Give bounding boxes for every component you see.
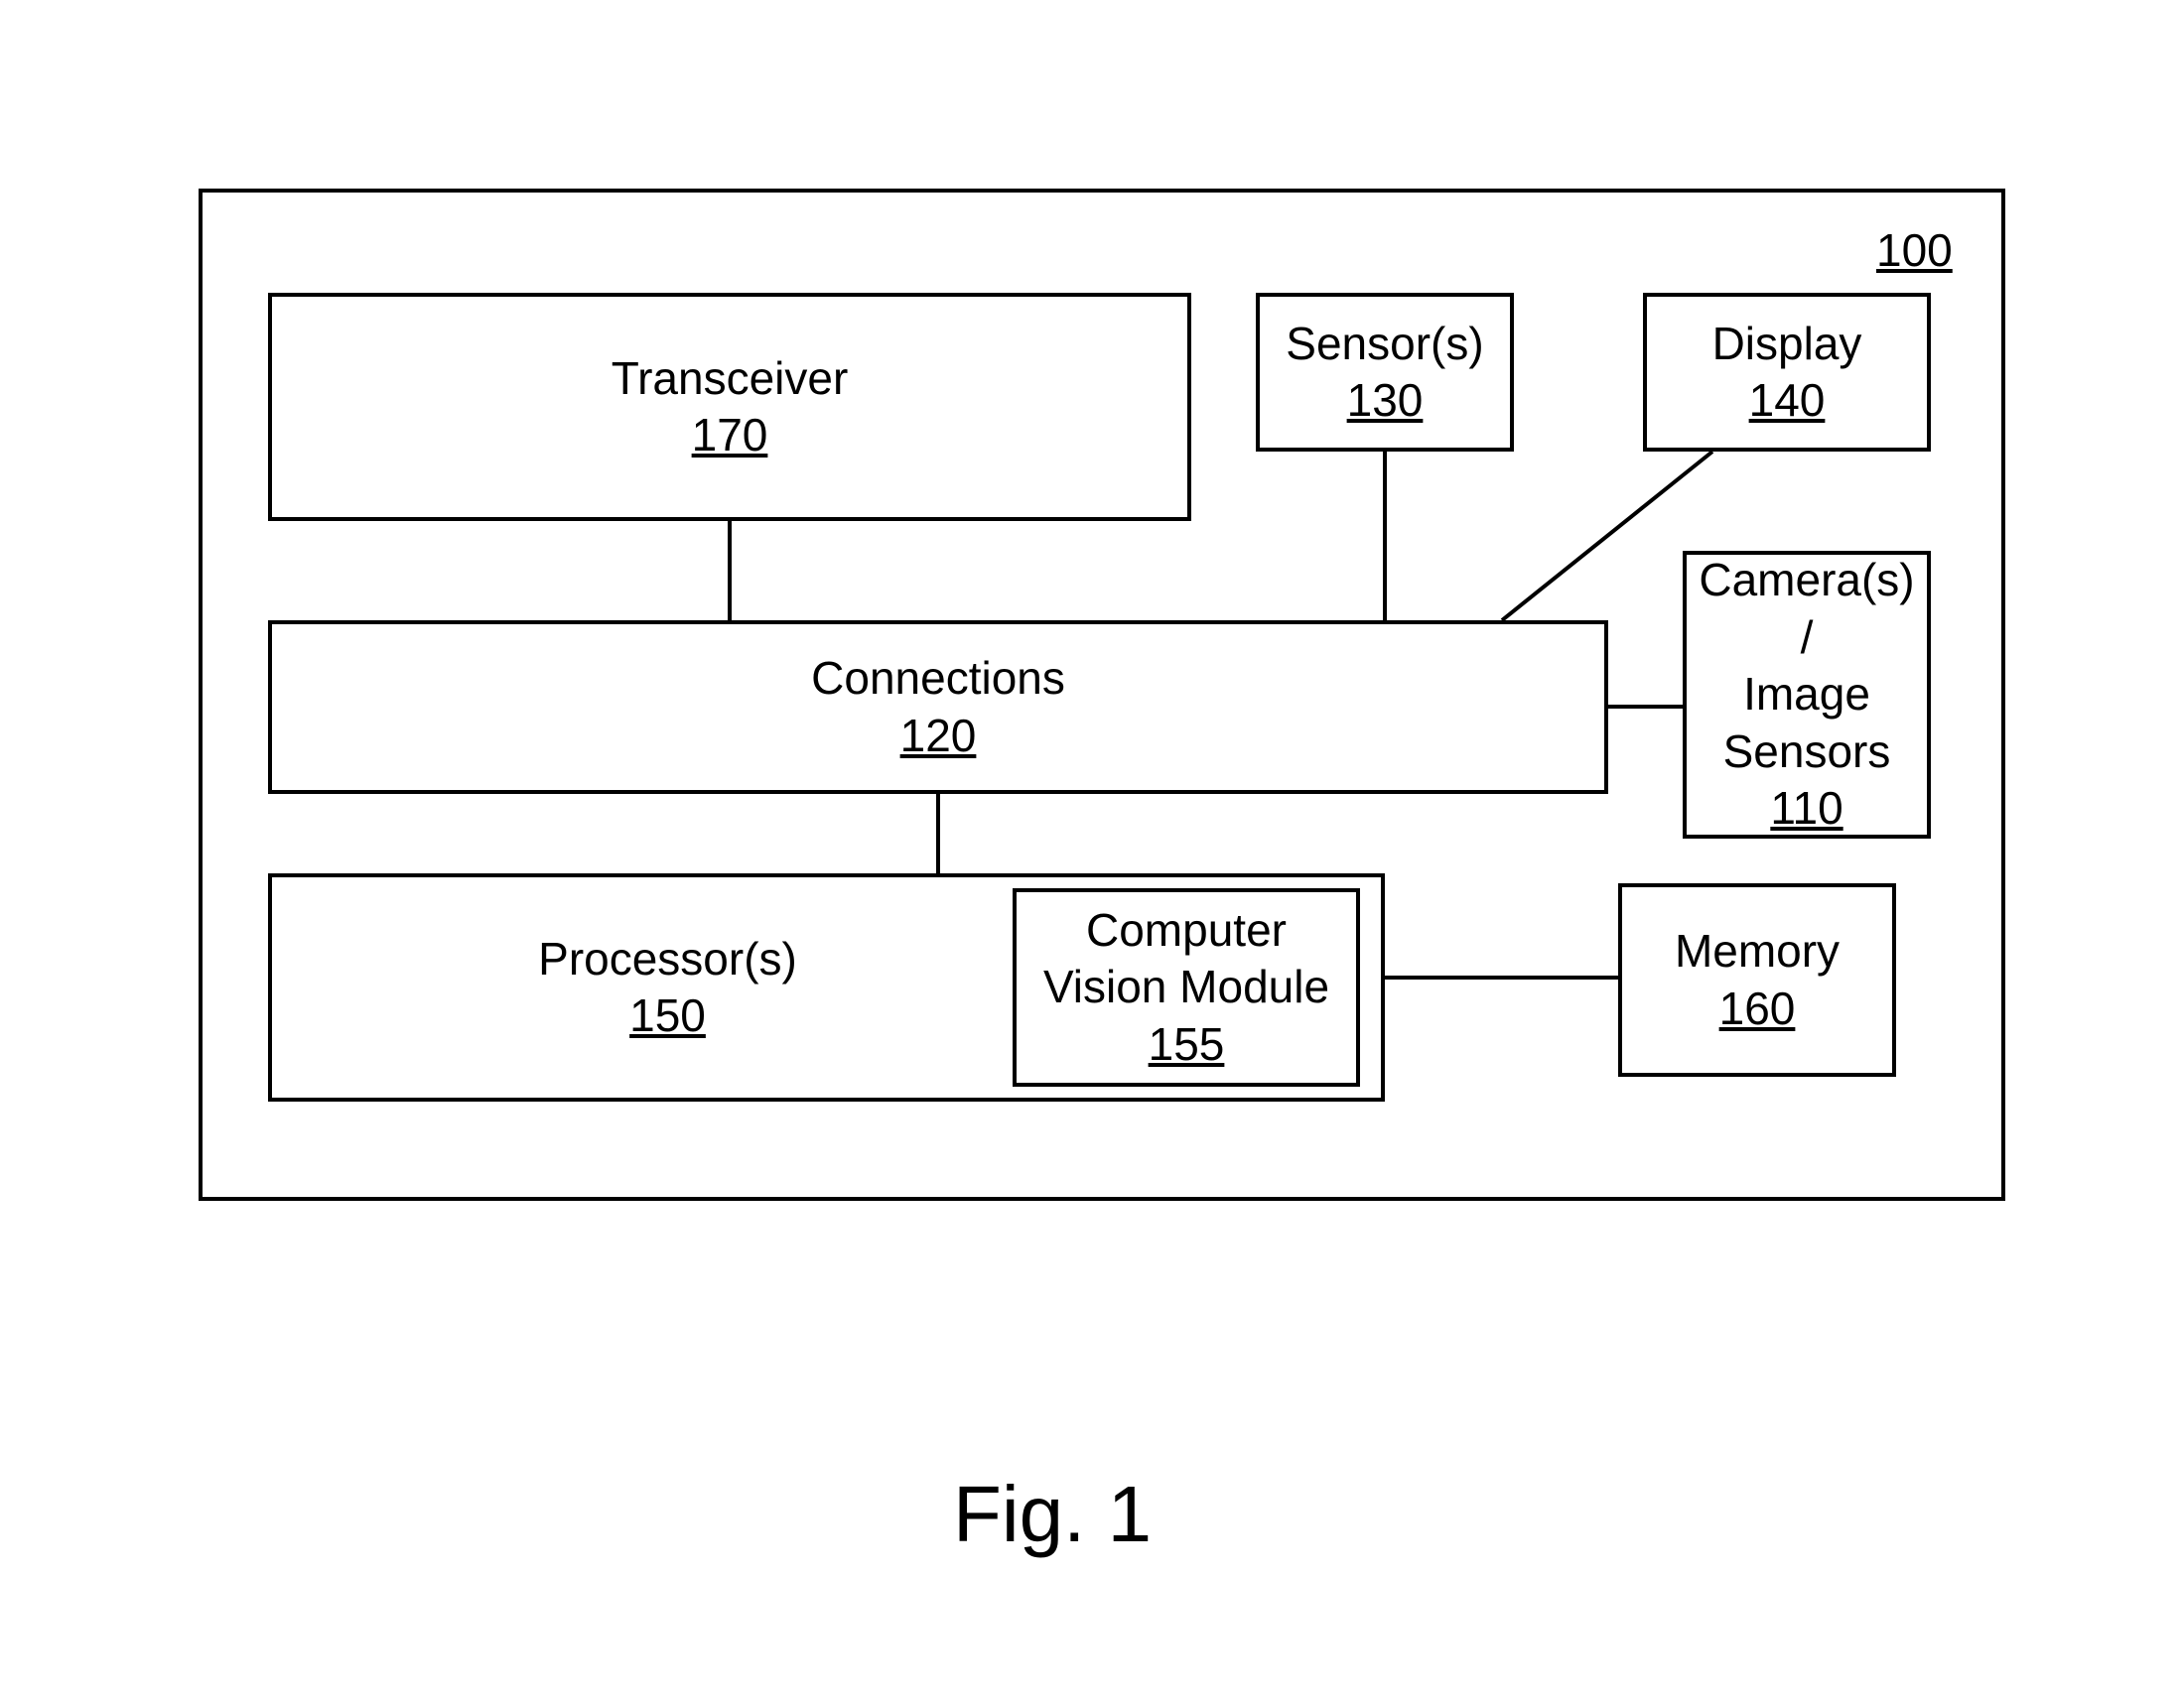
block-ref: 140 — [1749, 372, 1826, 430]
block-transceiver: Transceiver 170 — [268, 293, 1191, 521]
block-label: Connections — [811, 650, 1065, 708]
block-label: Computer Vision Module — [1043, 902, 1329, 1016]
block-display: Display 140 — [1643, 293, 1931, 452]
block-ref: 110 — [1770, 780, 1842, 838]
block-memory: Memory 160 — [1618, 883, 1896, 1077]
diagram-canvas: 100 Transceiver 170 Sensor(s) 130 Displa… — [0, 0, 2183, 1708]
block-ref: 120 — [900, 708, 977, 765]
figure-caption: Fig. 1 — [953, 1469, 1152, 1560]
connectors-layer — [0, 0, 2183, 1708]
block-label: Processor(s) — [538, 931, 797, 988]
block-ref: 170 — [692, 407, 768, 464]
block-sensors: Sensor(s) 130 — [1256, 293, 1514, 452]
block-label: Transceiver — [612, 350, 849, 408]
block-label: Display — [1712, 316, 1862, 373]
block-ref: 160 — [1719, 981, 1796, 1038]
block-connections: Connections 120 — [268, 620, 1608, 794]
conn-display-connections — [1502, 452, 1712, 620]
block-ref: 130 — [1347, 372, 1424, 430]
block-ref: 150 — [629, 987, 706, 1045]
block-cvm: Computer Vision Module 155 — [1013, 888, 1360, 1087]
block-label: Camera(s) / Image Sensors — [1687, 552, 1927, 780]
block-label: Memory — [1675, 923, 1840, 981]
block-ref: 155 — [1149, 1016, 1225, 1074]
block-label: Sensor(s) — [1286, 316, 1483, 373]
block-cameras: Camera(s) / Image Sensors 110 — [1683, 551, 1931, 839]
